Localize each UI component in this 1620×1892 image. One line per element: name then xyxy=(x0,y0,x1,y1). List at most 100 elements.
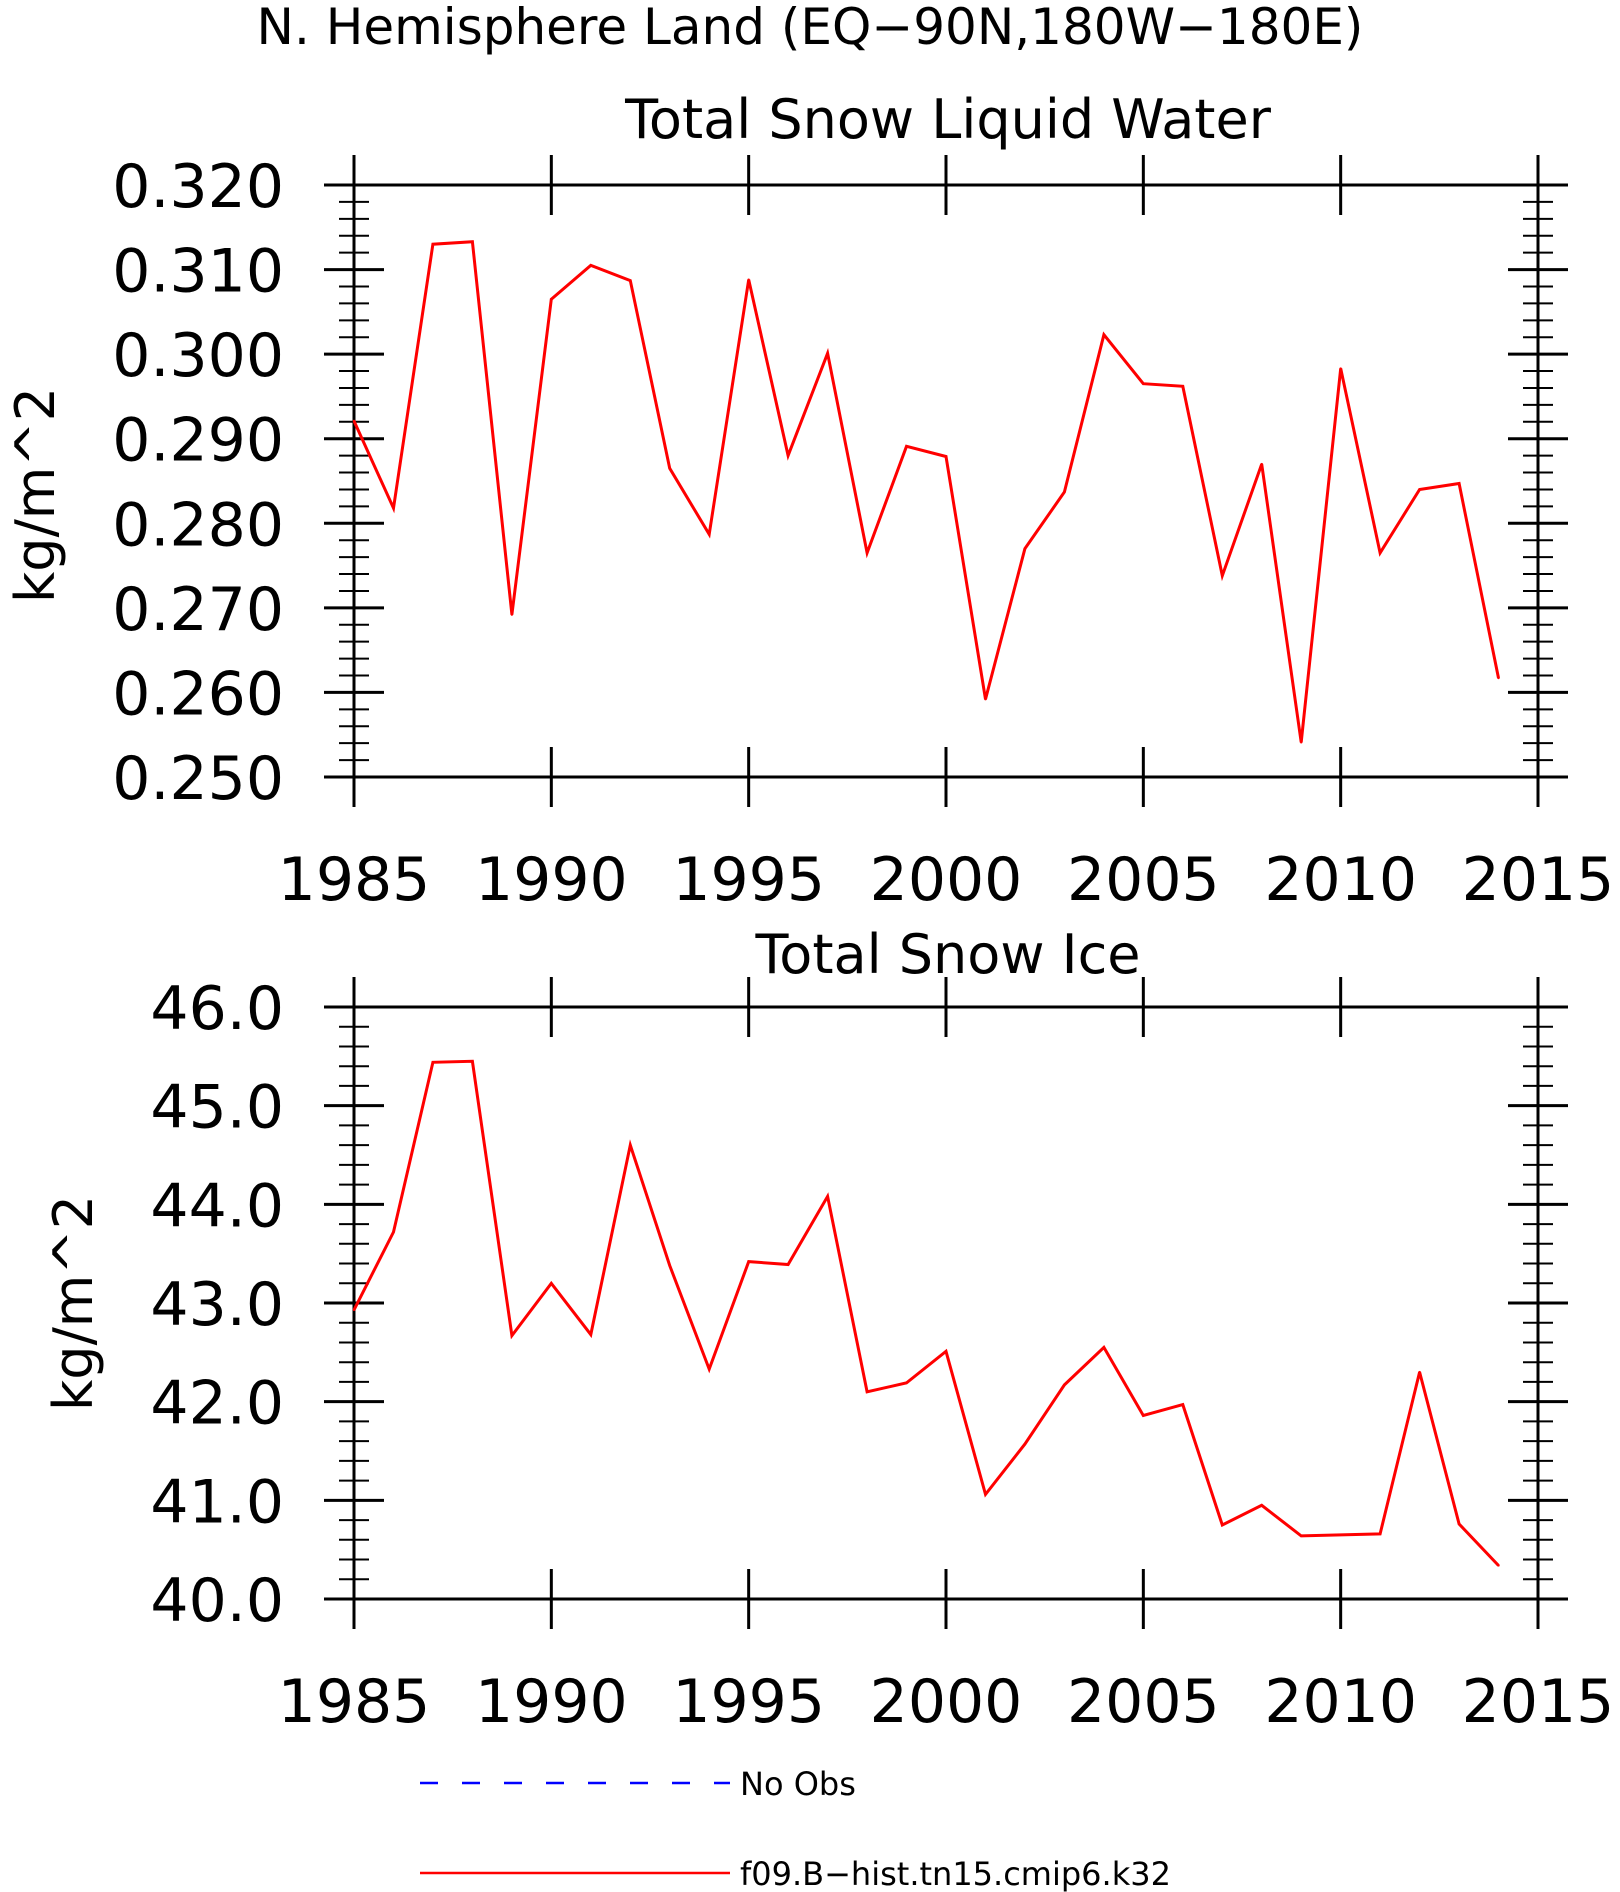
panel-2-ylabel: kg/m^2 xyxy=(42,1195,105,1411)
data-point xyxy=(471,1060,474,1063)
panel-1-x-tick-labels: 1985 1990 1995 2000 2005 2010 2015 xyxy=(278,845,1615,915)
data-point xyxy=(708,1367,711,1371)
data-point xyxy=(431,1061,435,1064)
data-point xyxy=(668,1264,671,1267)
data-point xyxy=(1142,382,1145,385)
x-tick-label: 2005 xyxy=(1067,845,1220,915)
data-point xyxy=(905,1381,908,1385)
legend-label-model: f09.B−hist.tn15.cmip6.k32 xyxy=(740,1855,1171,1892)
panel-1-ylabel: kg/m^2 xyxy=(4,387,67,603)
data-point xyxy=(905,445,908,448)
y-tick-label: 0.300 xyxy=(112,321,284,391)
legend: No Obs f09.B−hist.tn15.cmip6.k32 xyxy=(420,1765,1171,1892)
y-tick-label: 0.260 xyxy=(112,659,284,729)
panel-1-series-line xyxy=(352,240,1500,743)
data-point xyxy=(786,454,790,457)
data-point xyxy=(352,419,356,423)
data-point xyxy=(1418,1370,1421,1374)
data-point xyxy=(1142,1414,1145,1417)
data-point xyxy=(392,1230,395,1234)
data-point xyxy=(392,506,395,510)
data-point xyxy=(589,1333,592,1336)
data-point xyxy=(1378,1532,1382,1536)
data-point xyxy=(1457,1522,1461,1526)
data-point xyxy=(629,1143,632,1147)
data-point xyxy=(550,297,553,301)
data-point xyxy=(1497,1564,1500,1567)
data-point xyxy=(1063,1383,1066,1387)
y-tick-label: 42.0 xyxy=(150,1369,284,1439)
y-tick-label: 41.0 xyxy=(150,1467,284,1537)
data-point xyxy=(1339,1533,1342,1537)
data-point xyxy=(826,1195,829,1198)
panel-2-series-line xyxy=(352,1059,1500,1567)
legend-label-no-obs: No Obs xyxy=(740,1765,856,1803)
panel-1-y-tick-labels: 0.320 0.310 0.300 0.290 0.280 0.270 0.260 0.250 xyxy=(112,152,284,814)
panel-1-frame xyxy=(352,183,1540,779)
y-tick-label: 43.0 xyxy=(150,1270,284,1340)
x-tick-label: 1995 xyxy=(672,1667,825,1737)
data-point xyxy=(1181,385,1185,388)
data-point xyxy=(1260,1504,1263,1507)
data-point xyxy=(1339,367,1342,370)
data-point xyxy=(1221,574,1224,577)
y-tick-label: 0.250 xyxy=(112,744,284,814)
data-point xyxy=(1102,333,1106,336)
data-point xyxy=(629,279,632,282)
panel-snow-liquid-water: Total Snow Liquid Water kg/m^2 0.320 0.31… xyxy=(4,88,1614,915)
panel-2-frame xyxy=(352,1005,1540,1601)
x-tick-label: 2015 xyxy=(1462,845,1615,915)
data-point xyxy=(589,264,592,267)
data-point xyxy=(1418,488,1421,491)
x-tick-label: 2000 xyxy=(870,845,1023,915)
data-point xyxy=(1497,676,1500,680)
data-point xyxy=(984,1493,987,1496)
data-point xyxy=(550,1282,553,1285)
data-point xyxy=(1457,482,1461,485)
data-point xyxy=(510,1334,514,1337)
data-point xyxy=(747,278,750,281)
x-tick-label: 1990 xyxy=(475,1667,628,1737)
data-point xyxy=(668,467,671,470)
data-point xyxy=(786,1263,790,1266)
data-point xyxy=(865,551,869,555)
data-point xyxy=(1300,1534,1303,1538)
data-point xyxy=(1063,490,1066,494)
data-point xyxy=(826,352,829,355)
data-point xyxy=(1300,741,1303,744)
data-point xyxy=(510,613,514,616)
panel-snow-ice: Total Snow Ice kg/m^2 46.0 45.0 44.0 43.0 42… xyxy=(42,923,1614,1737)
x-tick-label: 2000 xyxy=(870,1667,1023,1737)
panel-2-x-tick-labels: 1985 1990 1995 2000 2005 2010 2015 xyxy=(278,1667,1615,1737)
x-tick-label: 2005 xyxy=(1067,1667,1220,1737)
x-tick-label: 2010 xyxy=(1264,1667,1417,1737)
data-point xyxy=(1023,547,1027,550)
data-point xyxy=(1378,551,1382,555)
data-point xyxy=(1102,1346,1106,1349)
y-tick-label: 0.280 xyxy=(112,490,284,560)
data-point xyxy=(984,697,987,701)
panel-1-title: Total Snow Liquid Water xyxy=(624,88,1272,151)
data-point xyxy=(352,1308,356,1312)
x-tick-label: 2015 xyxy=(1462,1667,1615,1737)
y-tick-label: 0.310 xyxy=(112,237,284,307)
data-point xyxy=(471,240,474,243)
data-point xyxy=(865,1390,869,1394)
data-point xyxy=(708,533,711,536)
y-tick-label: 0.320 xyxy=(112,152,284,222)
panel-2-y-tick-labels: 46.0 45.0 44.0 43.0 42.0 41.0 40.0 xyxy=(150,974,284,1636)
x-tick-label: 1985 xyxy=(278,845,431,915)
y-tick-label: 40.0 xyxy=(150,1566,284,1636)
y-tick-label: 45.0 xyxy=(150,1073,284,1143)
figure-title: N. Hemisphere Land (EQ−90N,180W−180E) xyxy=(257,0,1364,56)
data-point xyxy=(1221,1523,1224,1527)
panel-2-title: Total Snow Ice xyxy=(755,923,1141,986)
x-tick-label: 1985 xyxy=(278,1667,431,1737)
data-point xyxy=(431,243,435,246)
y-tick-label: 46.0 xyxy=(150,974,284,1044)
data-point xyxy=(944,1350,948,1353)
data-point xyxy=(1260,462,1263,466)
x-tick-label: 1995 xyxy=(672,845,825,915)
y-tick-label: 44.0 xyxy=(150,1171,284,1241)
